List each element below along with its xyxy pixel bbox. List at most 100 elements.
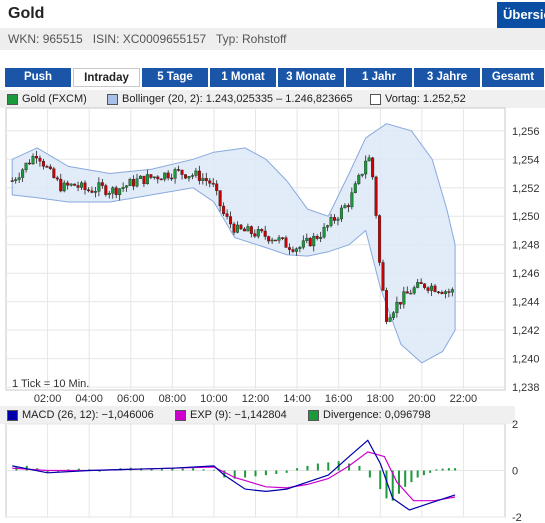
candle-body bbox=[405, 291, 409, 294]
candle-body bbox=[73, 183, 77, 186]
tab-5-tage[interactable]: 5 Tage bbox=[142, 68, 208, 87]
x-tick-label: 12:00 bbox=[242, 393, 270, 405]
candle-body bbox=[281, 237, 285, 239]
candle-body bbox=[69, 183, 73, 186]
y-tick-label: 1,254 bbox=[512, 154, 540, 166]
x-tick-label: 08:00 bbox=[159, 393, 187, 405]
x-tick-label: 06:00 bbox=[117, 393, 145, 405]
macd-y-tick-label: 0 bbox=[512, 466, 518, 478]
divergence-bar bbox=[416, 470, 419, 478]
candle-body bbox=[211, 183, 215, 185]
candle-body bbox=[436, 291, 440, 294]
tab-3-jahre[interactable]: 3 Jahre bbox=[414, 68, 480, 87]
divergence-bar bbox=[202, 469, 205, 471]
candle-body bbox=[443, 291, 447, 294]
candle-body bbox=[111, 187, 115, 194]
legend-macd: MACD (26, 12): −1,046006 bbox=[7, 406, 154, 424]
x-tick-label: 22:00 bbox=[450, 393, 478, 405]
candle-body bbox=[104, 185, 108, 195]
candle-body bbox=[170, 177, 174, 180]
candle-body bbox=[430, 285, 434, 291]
y-tick-label: 1,240 bbox=[512, 354, 540, 366]
candle-body bbox=[239, 224, 243, 230]
divergence-bar bbox=[192, 468, 195, 471]
tab-3-monate[interactable]: 3 Monate bbox=[278, 68, 344, 87]
macd-y-tick-label: 2 bbox=[512, 419, 518, 431]
divergence-bar bbox=[379, 470, 382, 490]
divergence-bar bbox=[275, 470, 278, 474]
candle-body bbox=[277, 237, 281, 241]
bollinger-swatch-icon bbox=[107, 93, 118, 105]
candle-body bbox=[294, 248, 298, 252]
tab-gesamt[interactable]: Gesamt bbox=[482, 68, 544, 87]
candle-body bbox=[225, 213, 229, 217]
candle-body bbox=[391, 312, 395, 318]
candle-body bbox=[28, 162, 32, 165]
divergence-bar bbox=[327, 462, 330, 471]
candle-body bbox=[14, 179, 18, 181]
tab-1-monat[interactable]: 1 Monat bbox=[210, 68, 276, 87]
candle-body bbox=[83, 182, 87, 190]
overview-button[interactable]: Übersicht bbox=[497, 2, 545, 28]
candle-body bbox=[59, 178, 63, 192]
divergence-bar bbox=[316, 463, 319, 471]
candle-body bbox=[308, 237, 312, 247]
candle-body bbox=[52, 168, 56, 178]
candle-body bbox=[357, 175, 361, 184]
candle-body bbox=[419, 282, 423, 285]
divergence-bar bbox=[296, 468, 299, 471]
candle-body bbox=[339, 207, 343, 220]
instrument-meta: WKN: 965515 ISIN: XC0009655157 Typ: Rohs… bbox=[0, 28, 545, 50]
divergence-bar bbox=[410, 470, 413, 483]
vortag-swatch-icon bbox=[370, 93, 381, 105]
candle-body bbox=[287, 247, 291, 250]
x-tick-label: 14:00 bbox=[283, 393, 311, 405]
tab-intraday[interactable]: Intraday bbox=[73, 68, 140, 87]
candle-body bbox=[388, 317, 392, 322]
candle-body bbox=[76, 185, 80, 188]
candle-body bbox=[416, 282, 420, 288]
divergence-bar bbox=[223, 470, 226, 478]
macd-swatch-icon bbox=[7, 409, 18, 421]
candle-body bbox=[450, 289, 454, 293]
candle-body bbox=[135, 178, 139, 187]
typ-value: Rohstoff bbox=[242, 32, 287, 46]
candle-body bbox=[329, 217, 333, 226]
candle-body bbox=[100, 182, 104, 186]
divergence-bar bbox=[454, 468, 457, 471]
divergence-bar bbox=[385, 470, 388, 499]
candle-body bbox=[333, 217, 337, 221]
candle-body bbox=[163, 172, 167, 180]
candle-body bbox=[256, 229, 260, 237]
candle-body bbox=[159, 178, 163, 181]
divergence-bar bbox=[46, 470, 49, 473]
candle-body bbox=[350, 192, 354, 208]
y-tick-label: 1,242 bbox=[512, 325, 540, 337]
candle-body bbox=[62, 182, 66, 192]
y-tick-label: 1,238 bbox=[512, 382, 540, 394]
candle-body bbox=[201, 178, 205, 181]
x-tick-label: 02:00 bbox=[34, 393, 62, 405]
candle-body bbox=[336, 218, 340, 221]
isin-value: XC0009655157 bbox=[122, 32, 207, 46]
candle-body bbox=[381, 262, 385, 291]
divergence-bar bbox=[171, 467, 174, 471]
gold-swatch-icon bbox=[7, 93, 18, 105]
candle-body bbox=[235, 224, 239, 233]
legend-divergence: Divergence: 0,096798 bbox=[308, 406, 431, 424]
candle-body bbox=[346, 205, 350, 208]
tab-1-jahr[interactable]: 1 Jahr bbox=[346, 68, 412, 87]
x-tick-label: 20:00 bbox=[408, 393, 436, 405]
candle-body bbox=[107, 193, 111, 195]
divergence-bar bbox=[391, 470, 394, 501]
candle-body bbox=[125, 185, 129, 188]
divergence-bar bbox=[181, 468, 184, 471]
candle-body bbox=[38, 157, 42, 162]
divergence-bar bbox=[368, 470, 371, 478]
tab-push[interactable]: Push bbox=[5, 68, 71, 87]
legend-divergence-label: Divergence: 0,096798 bbox=[323, 409, 431, 421]
candle-body bbox=[156, 176, 160, 180]
candle-body bbox=[378, 215, 382, 263]
x-tick-label: 04:00 bbox=[75, 393, 103, 405]
